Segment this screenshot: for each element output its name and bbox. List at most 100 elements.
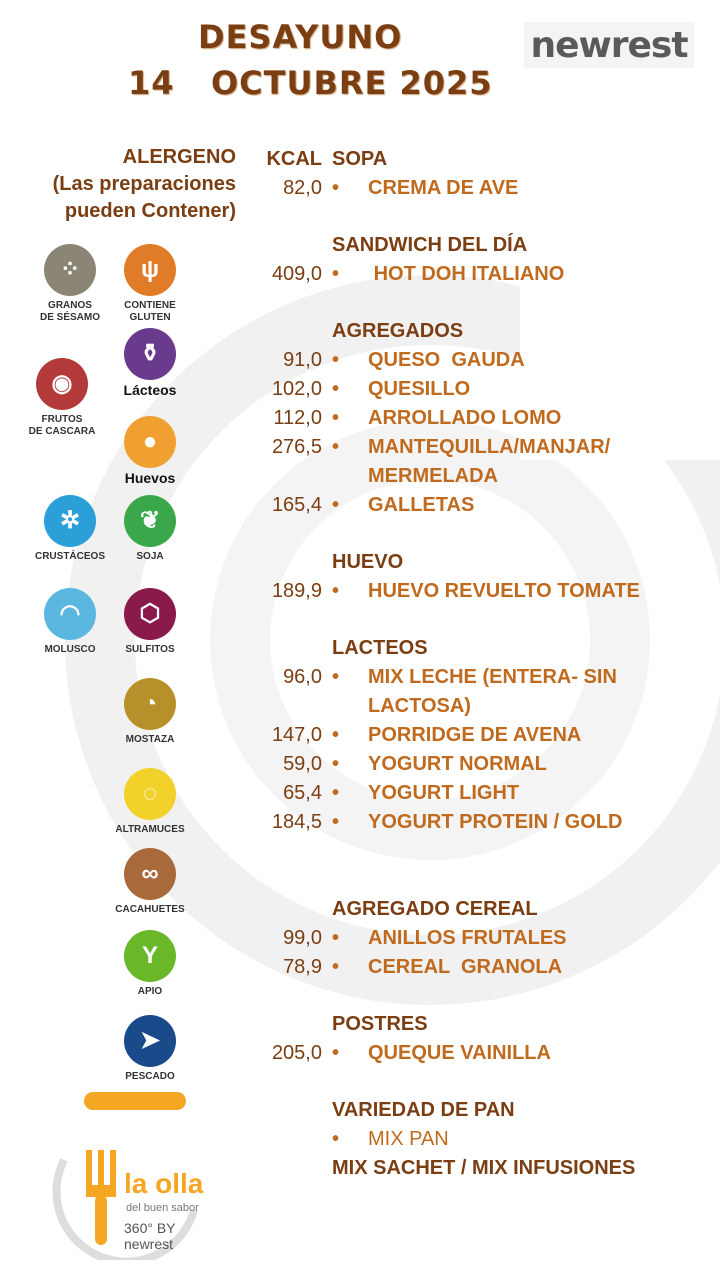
- menu-item-name: MIX PAN: [368, 1128, 449, 1150]
- menu-item-name: PORRIDGE DE AVENA: [368, 724, 582, 746]
- bullet-icon: •: [332, 263, 340, 285]
- allergen-label: DE SÉSAMO: [39, 312, 100, 323]
- menu-item-name: YOGURT NORMAL: [368, 753, 547, 775]
- bullet-icon: •: [332, 378, 340, 400]
- allergen-item: ◠ MOLUSCO: [20, 588, 120, 656]
- allergen-label: FRUTOS: [41, 414, 83, 425]
- menu-item-kcal: 184,5: [271, 811, 322, 833]
- menu-item-kcal: 96,0: [283, 666, 322, 688]
- section-spacer: [250, 837, 710, 895]
- menu-footer: MIX SACHET / MIX INFUSIONES: [250, 1154, 710, 1183]
- bullet-icon: •: [332, 494, 340, 516]
- menu-item-kcal: 189,9: [271, 580, 322, 602]
- menu-item-kcal: 165,4: [271, 494, 322, 516]
- bullet-icon: •: [332, 407, 340, 429]
- menu-item-name: QUESO GAUDA: [368, 349, 525, 371]
- allergen-label: CONTIENE: [124, 300, 176, 311]
- allergen-item: ● Huevos: [100, 416, 200, 486]
- allergen-heading: ALERGENO (Las preparaciones pueden Conte…: [20, 144, 236, 225]
- menu-item-name: YOGURT LIGHT: [368, 782, 520, 804]
- menu-item-kcal: 409,0: [271, 263, 322, 285]
- allergen-label: GLUTEN: [129, 312, 171, 323]
- menu-item-kcal: 59,0: [283, 753, 322, 775]
- allergen-item: ⚱ Lácteos: [100, 328, 200, 397]
- section-header: AGREGADO CEREAL: [250, 895, 710, 924]
- divider-bar: [84, 1092, 186, 1110]
- allergen-label: Huevos: [124, 470, 176, 486]
- wheat-icon: ψ: [124, 244, 176, 296]
- allergen-item: ◌ ALTRAMUCES: [100, 768, 200, 836]
- page-date: 14 OCTUBRE 2025: [128, 64, 493, 102]
- allergen-heading-line2: (Las preparaciones: [52, 173, 236, 195]
- page-title: DESAYUNO: [198, 18, 403, 56]
- menu-item: 147,0 • PORRIDGE DE AVENA: [250, 721, 710, 750]
- menu-item-name: YOGURT PROTEIN / GOLD: [368, 811, 623, 833]
- section-header: SANDWICH DEL DÍA: [250, 231, 710, 260]
- fish-icon: ➤: [124, 1015, 176, 1067]
- milk-jug-icon: ⚱: [124, 328, 176, 380]
- section-title: SANDWICH DEL DÍA: [332, 234, 528, 256]
- allergen-label: PESCADO: [125, 1071, 175, 1082]
- allergen-item: ψ CONTIENE GLUTEN: [100, 244, 200, 324]
- nut-icon: ◉: [36, 358, 88, 410]
- menu-item-name: HOT DOH ITALIANO: [368, 263, 565, 285]
- peanut-icon: ∞: [124, 848, 176, 900]
- menu-item-name: MANTEQUILLA/MANJAR/ MERMELADA: [368, 436, 616, 487]
- menu-item-kcal: 112,0: [273, 407, 322, 429]
- section-header: LACTEOS: [250, 634, 710, 663]
- bullet-icon: •: [332, 436, 340, 458]
- menu-item: 59,0 • YOGURT NORMAL: [250, 750, 710, 779]
- section-spacer: [250, 289, 710, 317]
- section-header: HUEVO: [250, 548, 710, 577]
- menu-footer-text: MIX SACHET / MIX INFUSIONES: [332, 1157, 636, 1179]
- menu-item-kcal: 91,0: [283, 349, 322, 371]
- bullet-icon: •: [332, 580, 340, 602]
- section-title: AGREGADO CEREAL: [332, 898, 538, 920]
- allergen-item: Y APIO: [100, 930, 200, 998]
- menu-item-kcal: [250, 1125, 332, 1154]
- section-title: POSTRES: [332, 1013, 428, 1035]
- allergen-heading-line1: ALERGENO: [122, 146, 236, 168]
- brand-logo: newrest: [524, 22, 694, 68]
- la-olla-subtitle: del buen sabor: [126, 1202, 199, 1214]
- allergen-label: DE CASCARA: [28, 426, 96, 437]
- menu-item-kcal: 147,0: [271, 724, 322, 746]
- bullet-icon: •: [332, 811, 340, 833]
- bullet-icon: •: [332, 753, 340, 775]
- allergen-label: ALTRAMUCES: [115, 824, 185, 835]
- section-header: POSTRES: [250, 1010, 710, 1039]
- sesame-icon: ⁘: [44, 244, 96, 296]
- menu-item-name: ARROLLADO LOMO: [368, 407, 562, 429]
- section-spacer: [250, 982, 710, 1010]
- section-spacer: [250, 1068, 710, 1096]
- menu: KCAL SOPA 82,0 • CREMA DE AVE SANDWICH DEL DÍ…: [250, 145, 710, 1183]
- bullet-icon: •: [332, 782, 340, 804]
- section-title: SOPA: [332, 148, 388, 170]
- allergen-label: APIO: [137, 986, 163, 997]
- menu-item: 82,0 • CREMA DE AVE: [250, 174, 710, 203]
- celery-icon: Y: [124, 930, 176, 982]
- menu-item: 205,0 • QUEQUE VAINILLA: [250, 1039, 710, 1068]
- section-title: AGREGADOS: [332, 320, 464, 342]
- bullet-icon: •: [332, 666, 340, 688]
- menu-item: 65,4 • YOGURT LIGHT: [250, 779, 710, 808]
- menu-item: • MIX PAN: [250, 1125, 710, 1154]
- menu-item-name: CREMA DE AVE: [368, 177, 519, 199]
- section-title: HUEVO: [332, 551, 404, 573]
- bullet-icon: •: [332, 1042, 340, 1064]
- soy-icon: ❦: [124, 495, 176, 547]
- section-spacer: [250, 606, 710, 634]
- menu-item: 184,5 • YOGURT PROTEIN / GOLD: [250, 808, 710, 837]
- section-header: VARIEDAD DE PAN: [250, 1096, 710, 1125]
- menu-item: 96,0 • MIX LECHE (ENTERA- SIN LACTOSA): [250, 663, 710, 721]
- menu-item-kcal: 65,4: [283, 782, 322, 804]
- allergen-item: ∞ CACAHUETES: [100, 848, 200, 916]
- menu-item-name: QUESILLO: [368, 378, 471, 400]
- allergen-item: ✲ CRUSTÁCEOS: [20, 495, 120, 563]
- menu-item-name: CEREAL GRANOLA: [368, 956, 563, 978]
- egg-icon: ●: [124, 416, 176, 468]
- shell-icon: ◠: [44, 588, 96, 640]
- menu-item: 102,0 • QUESILLO: [250, 375, 710, 404]
- allergen-item: ◔ MOSTAZA: [100, 678, 200, 746]
